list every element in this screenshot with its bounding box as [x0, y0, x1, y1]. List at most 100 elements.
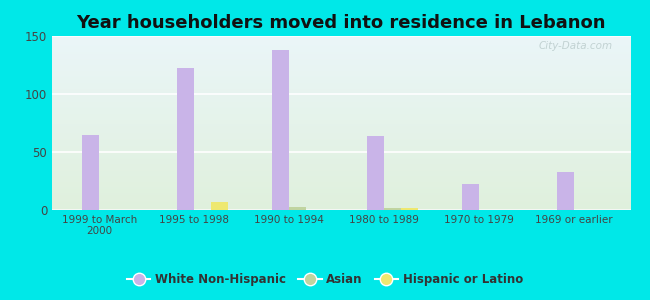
Bar [52, 159, 630, 160]
Bar [52, 194, 630, 195]
Bar [52, 47, 630, 48]
Bar [52, 203, 630, 204]
Bar [52, 112, 630, 113]
Bar [52, 43, 630, 44]
Bar [52, 141, 630, 142]
Bar [52, 157, 630, 158]
Bar [52, 186, 630, 187]
Bar [272, 50, 289, 210]
Bar [52, 201, 630, 202]
Bar [52, 96, 630, 97]
Bar [52, 61, 630, 62]
Bar [52, 93, 630, 94]
Bar [52, 164, 630, 165]
Bar [52, 45, 630, 46]
Bar [52, 160, 630, 161]
Bar [52, 207, 630, 208]
Bar [52, 59, 630, 60]
Bar [52, 60, 630, 61]
Bar [52, 44, 630, 45]
Bar [52, 70, 630, 71]
Bar [52, 91, 630, 92]
Bar [52, 152, 630, 153]
Bar [52, 205, 630, 206]
Bar [52, 79, 630, 80]
Bar [52, 52, 630, 53]
Bar [52, 105, 630, 106]
Bar [52, 115, 630, 116]
Bar [52, 103, 630, 104]
Title: Year householders moved into residence in Lebanon: Year householders moved into residence i… [77, 14, 606, 32]
Bar [52, 208, 630, 209]
Bar [83, 135, 99, 210]
Bar [52, 184, 630, 185]
Bar [52, 69, 630, 70]
Bar [52, 113, 630, 114]
Bar [401, 208, 418, 210]
Bar [52, 117, 630, 118]
Bar [367, 136, 384, 210]
Bar [52, 36, 630, 37]
Bar [289, 206, 306, 210]
Bar [52, 46, 630, 47]
Bar [52, 37, 630, 38]
Bar [52, 106, 630, 107]
Bar [52, 104, 630, 105]
Bar [52, 67, 630, 68]
Bar [52, 97, 630, 98]
Bar [52, 151, 630, 152]
Bar [52, 42, 630, 43]
Bar [52, 148, 630, 149]
Bar [52, 140, 630, 141]
Bar [52, 98, 630, 99]
Bar [52, 146, 630, 147]
Bar [52, 195, 630, 196]
Bar [52, 63, 630, 64]
Bar [52, 74, 630, 75]
Bar [52, 180, 630, 181]
Bar [52, 95, 630, 96]
Bar [52, 50, 630, 51]
Bar [52, 153, 630, 154]
Bar [52, 185, 630, 186]
Bar [52, 118, 630, 119]
Bar [52, 82, 630, 83]
Bar [52, 80, 630, 81]
Bar [52, 132, 630, 133]
Bar [52, 81, 630, 82]
Legend: White Non-Hispanic, Asian, Hispanic or Latino: White Non-Hispanic, Asian, Hispanic or L… [122, 269, 528, 291]
Bar [52, 111, 630, 112]
Bar [52, 193, 630, 194]
Bar [52, 88, 630, 89]
Bar [52, 126, 630, 127]
Bar [52, 49, 630, 50]
Bar [52, 39, 630, 40]
Bar [211, 202, 228, 210]
Bar [52, 168, 630, 169]
Bar [52, 182, 630, 183]
Bar [52, 57, 630, 58]
Bar [52, 71, 630, 72]
Bar [52, 169, 630, 170]
Bar [52, 167, 630, 168]
Bar [52, 174, 630, 175]
Bar [52, 72, 630, 73]
Text: City-Data.com: City-Data.com [539, 41, 613, 51]
Bar [52, 199, 630, 200]
Bar [52, 129, 630, 130]
Bar [52, 147, 630, 148]
Bar [52, 51, 630, 52]
Bar [52, 133, 630, 134]
Bar [52, 73, 630, 74]
Bar [52, 100, 630, 101]
Bar [52, 100, 630, 101]
Bar [52, 172, 630, 173]
Bar [52, 139, 630, 140]
Bar [52, 54, 630, 55]
Bar [52, 76, 630, 77]
Bar [52, 131, 630, 132]
Bar [52, 86, 630, 87]
Bar [52, 64, 630, 65]
Bar [52, 48, 630, 49]
Bar [52, 41, 630, 42]
